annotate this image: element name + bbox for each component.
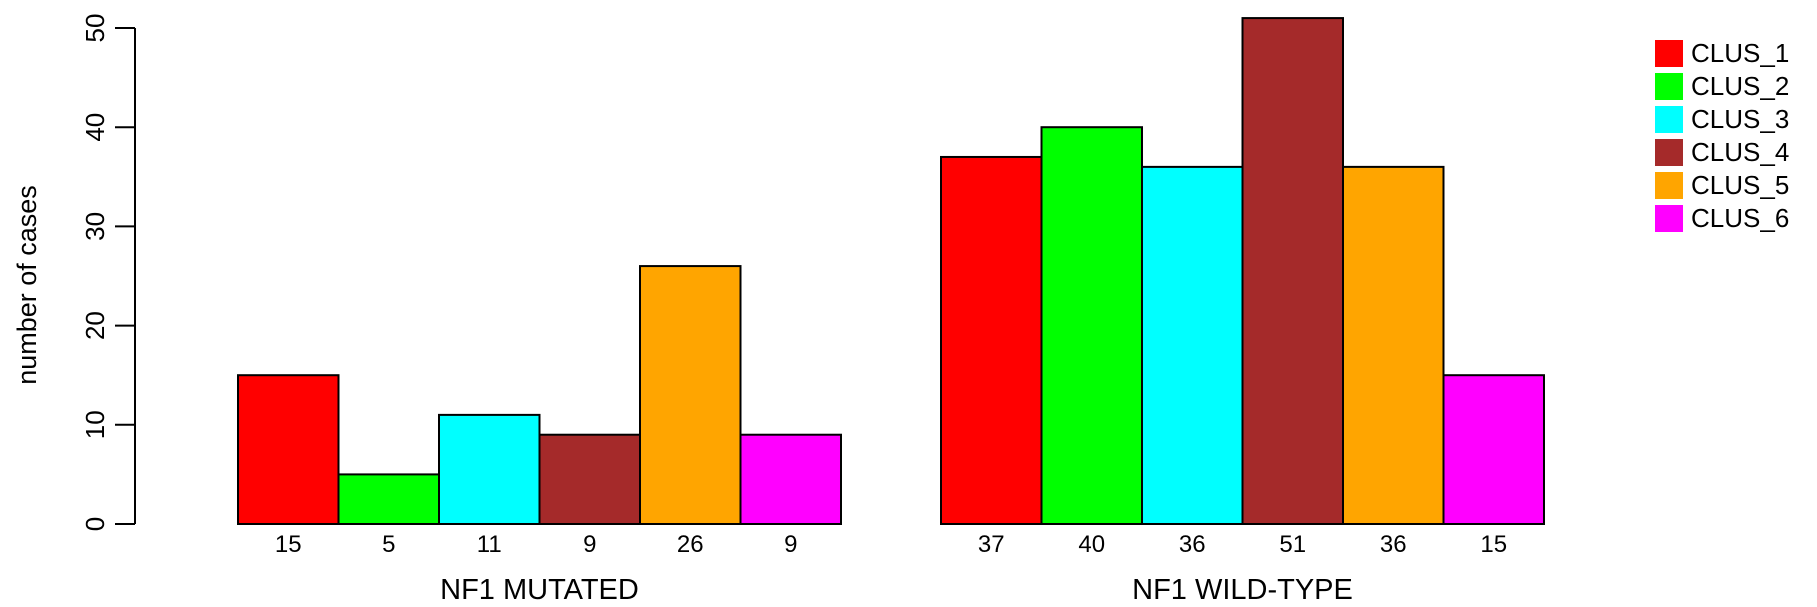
y-axis-label: number of cases bbox=[12, 185, 42, 385]
bar-nf1-mutated-clus-3 bbox=[438, 413, 541, 526]
bar-count-label: 26 bbox=[677, 531, 704, 558]
legend-label: CLUS_1 bbox=[1691, 38, 1790, 68]
legend-swatch bbox=[1655, 73, 1683, 100]
bar-count-label: 11 bbox=[477, 531, 502, 558]
bar-count-label: 15 bbox=[275, 531, 302, 558]
bar-nf1-wild-type-clus-4 bbox=[1241, 17, 1344, 526]
bar-nf1-mutated-clus-1 bbox=[237, 374, 340, 526]
legend-label: CLUS_3 bbox=[1691, 104, 1790, 134]
legend-label: CLUS_6 bbox=[1691, 203, 1790, 233]
x-group-label-nf1-wild-type: NF1 WILD-TYPE bbox=[1132, 574, 1353, 606]
bar-count-label: 9 bbox=[784, 531, 797, 558]
legend-label: CLUS_2 bbox=[1691, 71, 1790, 101]
legend-label: CLUS_4 bbox=[1691, 137, 1790, 167]
bar-count-label: 37 bbox=[978, 531, 1005, 558]
y-tick-label-40: 40 bbox=[80, 113, 110, 142]
bar-nf1-mutated-clus-5 bbox=[639, 265, 742, 525]
legend: CLUS_1 CLUS_2 CLUS_3 CLUS_4 CLUS_5 CLUS_6 bbox=[1655, 37, 1789, 235]
bar-nf1-mutated-clus-6 bbox=[739, 433, 842, 525]
bar-count-label: 51 bbox=[1279, 531, 1306, 558]
y-tick-label-0: 0 bbox=[80, 517, 110, 531]
legend-swatch bbox=[1655, 139, 1683, 166]
legend-item-clus-1: CLUS_1 bbox=[1655, 37, 1789, 70]
legend-item-clus-5: CLUS_5 bbox=[1655, 169, 1789, 202]
legend-item-clus-4: CLUS_4 bbox=[1655, 136, 1789, 169]
y-tick-label-20: 20 bbox=[80, 311, 110, 340]
legend-label: CLUS_5 bbox=[1691, 170, 1790, 200]
legend-item-clus-2: CLUS_2 bbox=[1655, 70, 1789, 103]
bar-labels: 15 5 11 9 26 9 NF1 MUTATED 37 40 36 51 36 15 NF1 WILD… bbox=[275, 531, 1507, 606]
y-axis: 0 10 20 30 40 50 bbox=[80, 14, 136, 531]
legend-swatch bbox=[1655, 205, 1683, 232]
x-group-label-nf1-mutated: NF1 MUTATED bbox=[440, 574, 639, 606]
legend-item-clus-3: CLUS_3 bbox=[1655, 103, 1789, 136]
legend-swatch bbox=[1655, 172, 1683, 199]
y-tick-label-50: 50 bbox=[80, 14, 110, 43]
bar-nf1-wild-type-clus-2 bbox=[1040, 126, 1143, 525]
bar-count-label: 36 bbox=[1380, 531, 1407, 558]
bar-nf1-wild-type-clus-6 bbox=[1442, 374, 1545, 526]
legend-item-clus-6: CLUS_6 bbox=[1655, 202, 1789, 235]
bar-count-label: 36 bbox=[1179, 531, 1206, 558]
legend-swatch bbox=[1655, 40, 1683, 67]
bar-nf1-mutated-clus-4 bbox=[538, 433, 641, 525]
bars bbox=[237, 17, 1545, 526]
bar-nf1-wild-type-clus-3 bbox=[1141, 165, 1244, 525]
bar-count-label: 9 bbox=[583, 531, 596, 558]
bar-count-label: 5 bbox=[382, 531, 395, 558]
bar-count-label: 40 bbox=[1078, 531, 1105, 558]
bar-nf1-wild-type-clus-1 bbox=[940, 155, 1043, 526]
bar-nf1-wild-type-clus-5 bbox=[1342, 165, 1445, 525]
y-tick-label-30: 30 bbox=[80, 212, 110, 241]
legend-swatch bbox=[1655, 106, 1683, 133]
y-tick-label-10: 10 bbox=[80, 410, 110, 439]
bar-count-label: 15 bbox=[1480, 531, 1507, 558]
bar-nf1-mutated-clus-2 bbox=[337, 473, 440, 525]
